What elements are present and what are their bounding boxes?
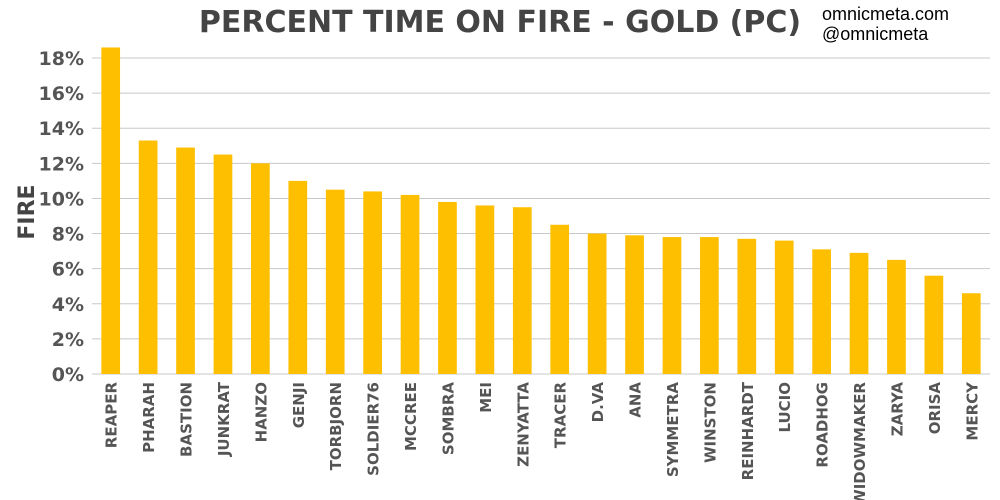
- bar-zarya: [887, 259, 906, 374]
- bar-pharah: [138, 140, 158, 374]
- x-tick-label: ROADHOG: [814, 382, 832, 468]
- bar-tracer: [550, 224, 570, 374]
- bars: [101, 47, 981, 374]
- y-tick-label: 18%: [39, 48, 84, 70]
- x-tick-label: MCCREE: [402, 382, 420, 451]
- x-tick-label: MERCY: [963, 381, 981, 441]
- x-tick-label: WINSTON: [701, 382, 719, 463]
- bar-sombra: [438, 201, 457, 374]
- y-tick-label: 8%: [52, 224, 84, 246]
- y-tick-label: 4%: [52, 294, 84, 316]
- credit-site: omnicmeta.com: [822, 4, 950, 24]
- x-tick-label: SOMBRA: [439, 382, 457, 455]
- credit-handle: @omnicmeta: [822, 24, 929, 44]
- gridlines: [92, 57, 990, 375]
- x-tick-label: REINHARDT: [739, 381, 757, 480]
- y-tick-label: 16%: [39, 83, 84, 105]
- bar-ana: [625, 235, 644, 374]
- bar-symmetra: [662, 237, 682, 374]
- x-tick-label: PHARAH: [140, 382, 158, 453]
- x-tick-label: D.VA: [589, 382, 607, 423]
- x-tick-label: REAPER: [103, 382, 121, 449]
- y-tick-label: 14%: [39, 118, 84, 140]
- bar-torbjorn: [325, 189, 345, 374]
- x-tick-label: ORISA: [926, 382, 944, 435]
- y-tick-label: 6%: [52, 259, 84, 281]
- bar-soldier76: [363, 191, 382, 374]
- x-tick-label: LUCIO: [776, 382, 794, 433]
- bar-hanzo: [251, 163, 270, 374]
- chart-title: PERCENT TIME ON FIRE - GOLD (PC): [199, 5, 801, 40]
- x-tick-label: GENJI: [290, 382, 308, 428]
- bar-reinhardt: [737, 238, 757, 374]
- x-tick-label: SOLDIER76: [365, 382, 383, 476]
- bar-mei: [475, 205, 495, 374]
- y-tick-label: 0%: [52, 364, 84, 386]
- x-tick-label: WIDOWMAKER: [851, 382, 869, 500]
- x-tick-label: MEI: [477, 382, 495, 413]
- bar-junkrat: [213, 154, 233, 374]
- y-tick-label: 2%: [52, 329, 84, 351]
- x-tick-label: ZENYATTA: [514, 382, 532, 467]
- x-tick-label: BASTION: [178, 382, 196, 457]
- x-tick-label: HANZO: [252, 382, 270, 442]
- bar-winston: [700, 237, 719, 374]
- x-tick-label: TORBJORN: [327, 382, 345, 470]
- x-tick-label: ZARYA: [888, 382, 906, 437]
- credit-block: omnicmeta.com @omnicmeta: [822, 4, 949, 44]
- bar-mercy: [961, 293, 981, 374]
- bar-bastion: [176, 147, 195, 374]
- y-tick-label: 10%: [39, 188, 84, 210]
- x-tick-label: JUNKRAT: [215, 381, 233, 457]
- bar-mccree: [400, 194, 420, 374]
- x-tick-labels: REAPER PHARAH BASTION JUNKRAT HANZO GENJI TORB…: [103, 381, 982, 500]
- bar-lucio: [774, 240, 794, 374]
- y-tick-label: 12%: [39, 153, 84, 175]
- x-tick-label: SYMMETRA: [664, 382, 682, 478]
- bar-zenyatta: [512, 207, 532, 374]
- bar-genji: [288, 180, 308, 374]
- y-axis-label: FIRE: [15, 184, 40, 239]
- bar-reaper: [101, 47, 121, 374]
- y-tick-labels: 0% 2% 4% 6% 8% 10% 12% 14% 16% 18%: [39, 48, 84, 386]
- x-tick-label: ANA: [627, 382, 645, 418]
- bar-widowmaker: [849, 252, 869, 374]
- bar-d-va: [587, 233, 607, 374]
- x-tick-label: TRACER: [552, 382, 570, 449]
- bar-roadhog: [812, 249, 831, 374]
- bar-orisa: [924, 275, 944, 374]
